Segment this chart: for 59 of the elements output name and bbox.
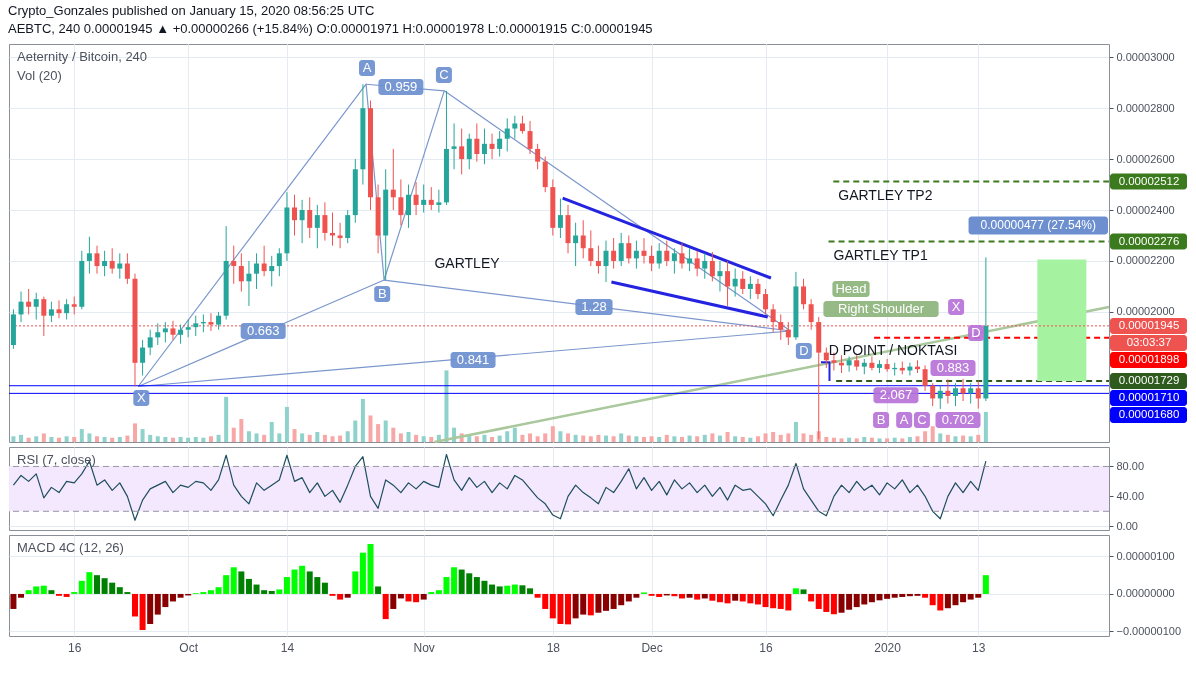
series-label: GARTLEY TP1 [833, 246, 928, 263]
chart-title: RSI (7, close) [17, 452, 96, 467]
data-label: 0.00001898 [1118, 352, 1180, 365]
y-tick-label: 0.00 [1116, 519, 1138, 532]
x-tick-label: Oct [179, 640, 199, 655]
data-label: 0.00000477 (27.54%) [980, 218, 1096, 233]
x-tick-label: 16 [68, 640, 82, 655]
annotation: D POINT / NOKTASI [828, 342, 958, 359]
annotation: 0.883 [936, 360, 970, 375]
y-tick-label: 80.00 [1116, 459, 1145, 472]
x-tick-label: 16 [759, 640, 774, 655]
annotation: X [951, 299, 961, 315]
annotation: D [799, 343, 809, 359]
annotation: Aeternity / Bitcoin, 240 [17, 49, 148, 64]
annotation: 03:03:37 [1126, 335, 1172, 348]
annotation: B [377, 286, 387, 302]
x-tick-label: Dec [641, 640, 663, 655]
y-tick-label: 0.00002200 [1116, 254, 1175, 267]
annotation: X [136, 389, 146, 405]
y-tick-label: 0.00002600 [1116, 152, 1175, 165]
annotation: 0.663 [246, 322, 280, 338]
data-label: 0.00001729 [1118, 373, 1180, 386]
chart-title: Crypto_Gonzales published on January 15, 2020 08:56:25 UTC [8, 2, 375, 18]
annotation: C [917, 412, 927, 428]
y-tick-label: 0.00003000 [1116, 50, 1175, 63]
ref-line-label: 0.00001710 [1118, 390, 1180, 403]
annotation: 2.067 [879, 387, 913, 403]
annotation: 0.959 [384, 79, 418, 95]
annotation: 0.702 [941, 412, 975, 427]
y-tick-label: −0.00000100 [1116, 624, 1182, 637]
y-tick-label: 0.00000000 [1116, 587, 1175, 600]
data-label: 0.00002512 [1118, 174, 1180, 187]
annotation: B [876, 412, 886, 428]
x-tick-label: 13 [972, 640, 986, 655]
annotation: A [362, 59, 372, 75]
data-label: 0.00002276 [1118, 234, 1180, 247]
annotation: D [971, 325, 981, 341]
annotation: Head [835, 281, 867, 296]
series-label: GARTLEY TP2 [838, 186, 933, 203]
ref-line-label: 0.00001945 [1118, 318, 1180, 331]
x-tick-label: 14 [280, 640, 295, 655]
x-tick-label: 18 [546, 640, 561, 655]
annotation: A [899, 412, 909, 428]
annotation: GARTLEY [434, 255, 501, 271]
y-tick-label: 0.00002400 [1116, 203, 1175, 216]
x-tick-label: Nov [413, 640, 435, 655]
annotation: Right Shoulder [838, 301, 925, 316]
x-tick-label: 2020 [874, 640, 902, 655]
annotation: C [439, 67, 449, 83]
chart-subtitle: AEBTC, 240 0.00001945 ▲ +0.00000266 (+15.84%) O:0.00001971 H:0.00001978 L:0.00001915 C:0.00001945 [8, 20, 653, 36]
y-tick-label: 0.00000100 [1116, 549, 1175, 562]
y-tick-label: 40.00 [1116, 489, 1145, 502]
chart-title: Vol (20) [17, 68, 62, 83]
y-tick-label: 0.00002000 [1116, 305, 1175, 318]
annotation: 0.841 [456, 352, 490, 368]
annotation: 1.28 [581, 299, 607, 315]
y-tick-label: 0.00002800 [1116, 101, 1175, 114]
ref-line-label: 0.00001680 [1118, 407, 1180, 420]
chart-title: MACD 4C (12, 26) [17, 540, 124, 555]
